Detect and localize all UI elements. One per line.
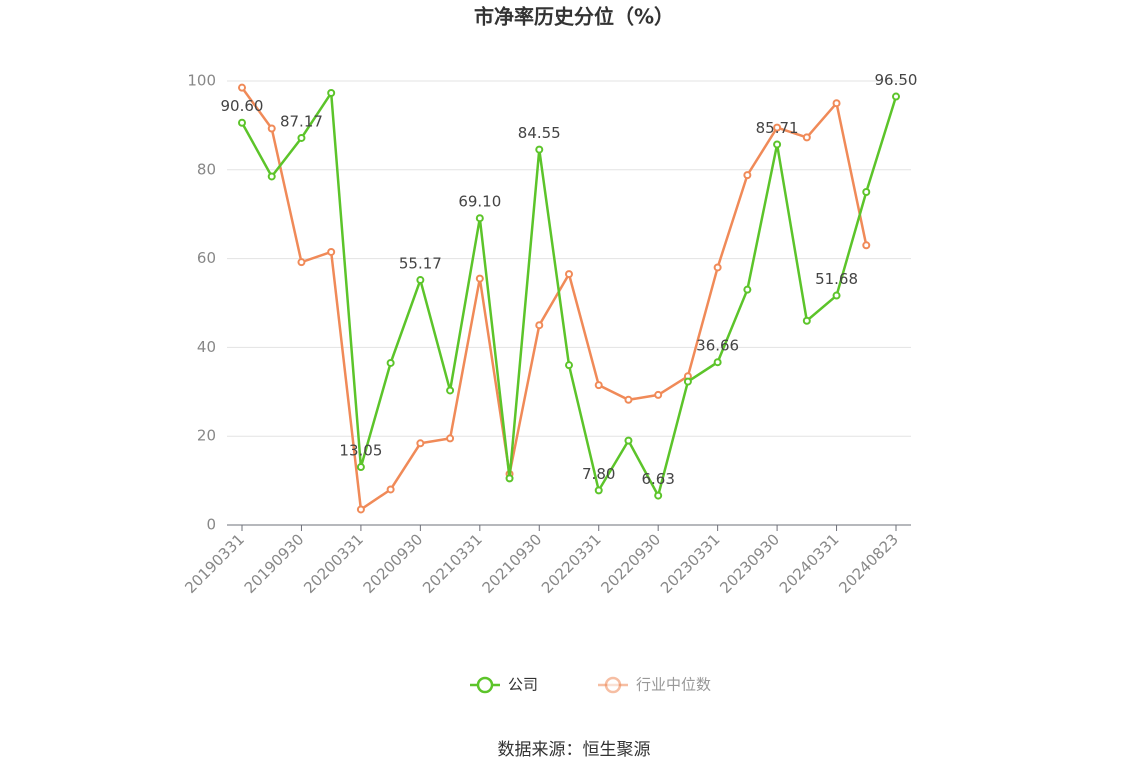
point	[862, 241, 871, 250]
point	[773, 140, 782, 149]
point	[386, 358, 395, 367]
y-tick-label: 80	[197, 160, 216, 178]
point	[743, 171, 752, 180]
point	[446, 386, 455, 395]
point	[505, 474, 514, 483]
point	[565, 270, 573, 279]
point	[892, 92, 900, 101]
point	[416, 276, 425, 285]
point	[356, 505, 365, 514]
y-tick-label: 40	[197, 338, 216, 356]
x-tick-label: 20230331	[657, 530, 724, 597]
point	[654, 390, 663, 399]
y-tick-label: 20	[197, 427, 216, 445]
series-line	[240, 86, 868, 512]
point	[713, 358, 722, 367]
point	[654, 491, 663, 500]
x-tick-label: 20220930	[597, 530, 664, 597]
data-label: 7.80	[582, 465, 615, 483]
x-tick-label: 20240331	[776, 530, 843, 597]
point	[832, 99, 841, 108]
data-label: 55.17	[399, 255, 442, 273]
x-tick-label: 20240823	[835, 530, 902, 597]
point	[446, 434, 455, 443]
legend-label: 公司	[508, 676, 538, 694]
point	[594, 486, 603, 495]
legend-marker	[476, 676, 494, 694]
point	[475, 214, 484, 223]
point	[862, 188, 871, 196]
point	[297, 258, 306, 267]
chart-title: 市净率历史分位（%）	[474, 5, 674, 29]
point	[624, 436, 633, 445]
point	[535, 321, 544, 330]
point	[594, 381, 603, 390]
source: 数据来源：恒生聚源	[498, 740, 651, 760]
point	[802, 316, 811, 325]
point	[267, 124, 276, 133]
x-tick-label: 20200930	[360, 530, 427, 597]
x-tick-label: 20230930	[716, 530, 783, 597]
data-label: 69.10	[458, 193, 501, 211]
data-label: 85.71	[756, 119, 799, 137]
point	[624, 395, 633, 404]
legend-label: 行业中位数	[636, 676, 711, 694]
x-tick-label: 20210331	[419, 530, 486, 597]
point	[802, 133, 811, 142]
point	[832, 291, 841, 300]
data-label: 87.17	[280, 112, 323, 130]
data-label: 96.50	[875, 71, 918, 89]
point	[267, 172, 276, 181]
y-tick-label: 100	[187, 72, 216, 90]
point	[683, 377, 692, 386]
x-tick-label: 20210930	[479, 530, 546, 597]
data-label: 90.60	[221, 97, 264, 115]
x-tick-label: 20190331	[181, 530, 248, 597]
point	[475, 274, 484, 283]
point	[565, 361, 573, 370]
point	[773, 123, 782, 132]
point	[238, 118, 246, 127]
legend-marker	[604, 676, 622, 694]
series-line	[240, 89, 898, 499]
data-label: 84.55	[518, 124, 561, 142]
point	[416, 439, 425, 448]
point	[535, 145, 544, 154]
x-tick-label: 20200331	[300, 530, 367, 597]
point	[356, 463, 365, 472]
x-tick-label: 20190930	[241, 530, 308, 597]
y-tick-label: 0	[206, 516, 216, 534]
point	[238, 83, 246, 92]
y-tick-label: 60	[197, 249, 216, 267]
point	[743, 285, 752, 294]
data-label: 51.68	[815, 270, 858, 288]
point	[713, 263, 722, 272]
point	[386, 485, 395, 494]
point	[327, 247, 336, 256]
data-label: 13.05	[339, 442, 382, 460]
data-label: 6.63	[641, 470, 674, 488]
x-tick-label: 20220331	[538, 530, 605, 597]
data-label: 36.66	[696, 337, 739, 355]
point	[297, 133, 306, 142]
point	[327, 88, 336, 97]
